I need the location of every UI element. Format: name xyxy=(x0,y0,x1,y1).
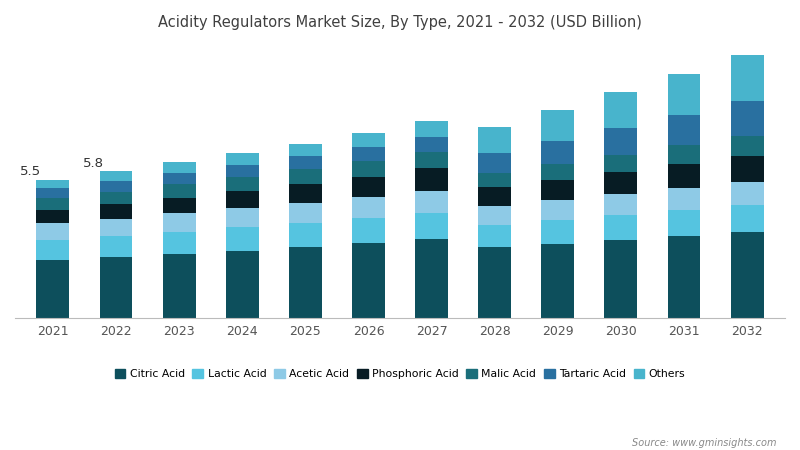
Bar xyxy=(162,254,195,318)
Bar xyxy=(99,171,132,180)
Bar xyxy=(162,173,195,184)
Bar xyxy=(162,184,195,198)
Bar xyxy=(415,122,448,137)
Bar xyxy=(352,133,385,147)
Bar xyxy=(730,232,763,318)
Bar xyxy=(605,215,638,240)
Bar xyxy=(352,161,385,176)
Bar xyxy=(226,227,258,251)
Bar xyxy=(37,198,70,210)
Bar xyxy=(668,210,701,236)
Bar xyxy=(730,136,763,156)
Bar xyxy=(478,187,511,206)
Bar xyxy=(99,219,132,236)
Bar xyxy=(37,260,70,318)
Bar xyxy=(99,180,132,192)
Bar xyxy=(542,180,574,200)
Bar xyxy=(542,244,574,318)
Bar xyxy=(289,144,322,156)
Bar xyxy=(37,210,70,223)
Bar xyxy=(226,153,258,165)
Bar xyxy=(37,223,70,240)
Bar xyxy=(478,173,511,187)
Bar xyxy=(289,156,322,169)
Bar xyxy=(226,177,258,191)
Bar xyxy=(99,257,132,318)
Bar xyxy=(668,236,701,318)
Bar xyxy=(415,213,448,239)
Bar xyxy=(730,55,763,101)
Bar xyxy=(352,197,385,218)
Bar xyxy=(730,182,763,205)
Bar xyxy=(542,200,574,220)
Bar xyxy=(542,110,574,141)
Bar xyxy=(289,223,322,247)
Bar xyxy=(668,145,701,164)
Bar xyxy=(478,153,511,173)
Bar xyxy=(415,152,448,168)
Bar xyxy=(605,128,638,155)
Bar xyxy=(415,239,448,318)
Bar xyxy=(415,137,448,152)
Title: Acidity Regulators Market Size, By Type, 2021 - 2032 (USD Billion): Acidity Regulators Market Size, By Type,… xyxy=(158,15,642,30)
Bar xyxy=(226,165,258,177)
Bar xyxy=(37,240,70,260)
Bar xyxy=(37,180,70,188)
Bar xyxy=(730,205,763,232)
Bar xyxy=(226,208,258,227)
Bar xyxy=(99,236,132,257)
Bar xyxy=(605,172,638,194)
Bar xyxy=(605,155,638,172)
Bar xyxy=(415,168,448,191)
Bar xyxy=(478,206,511,225)
Bar xyxy=(162,213,195,232)
Bar xyxy=(668,164,701,188)
Bar xyxy=(668,188,701,210)
Bar xyxy=(99,192,132,204)
Bar xyxy=(605,92,638,128)
Bar xyxy=(289,247,322,318)
Bar xyxy=(162,232,195,254)
Bar xyxy=(99,204,132,219)
Bar xyxy=(542,164,574,180)
Bar xyxy=(352,243,385,318)
Bar xyxy=(730,101,763,136)
Bar xyxy=(226,191,258,208)
Bar xyxy=(668,115,701,145)
Text: Source: www.gminsights.com: Source: www.gminsights.com xyxy=(631,438,776,448)
Bar xyxy=(162,162,195,173)
Bar xyxy=(352,176,385,197)
Bar xyxy=(289,203,322,223)
Bar xyxy=(415,191,448,213)
Text: 5.5: 5.5 xyxy=(20,165,42,178)
Bar xyxy=(289,169,322,184)
Bar xyxy=(226,251,258,318)
Bar xyxy=(730,156,763,182)
Bar xyxy=(605,194,638,215)
Bar xyxy=(668,74,701,115)
Bar xyxy=(37,188,70,198)
Bar xyxy=(542,220,574,244)
Bar xyxy=(478,248,511,318)
Text: 5.8: 5.8 xyxy=(83,157,104,170)
Bar xyxy=(542,141,574,164)
Bar xyxy=(352,218,385,243)
Bar xyxy=(478,127,511,153)
Bar xyxy=(162,198,195,213)
Bar xyxy=(478,225,511,248)
Bar xyxy=(352,147,385,161)
Legend: Citric Acid, Lactic Acid, Acetic Acid, Phosphoric Acid, Malic Acid, Tartaric Aci: Citric Acid, Lactic Acid, Acetic Acid, P… xyxy=(110,364,690,383)
Bar xyxy=(605,240,638,318)
Bar xyxy=(289,184,322,203)
